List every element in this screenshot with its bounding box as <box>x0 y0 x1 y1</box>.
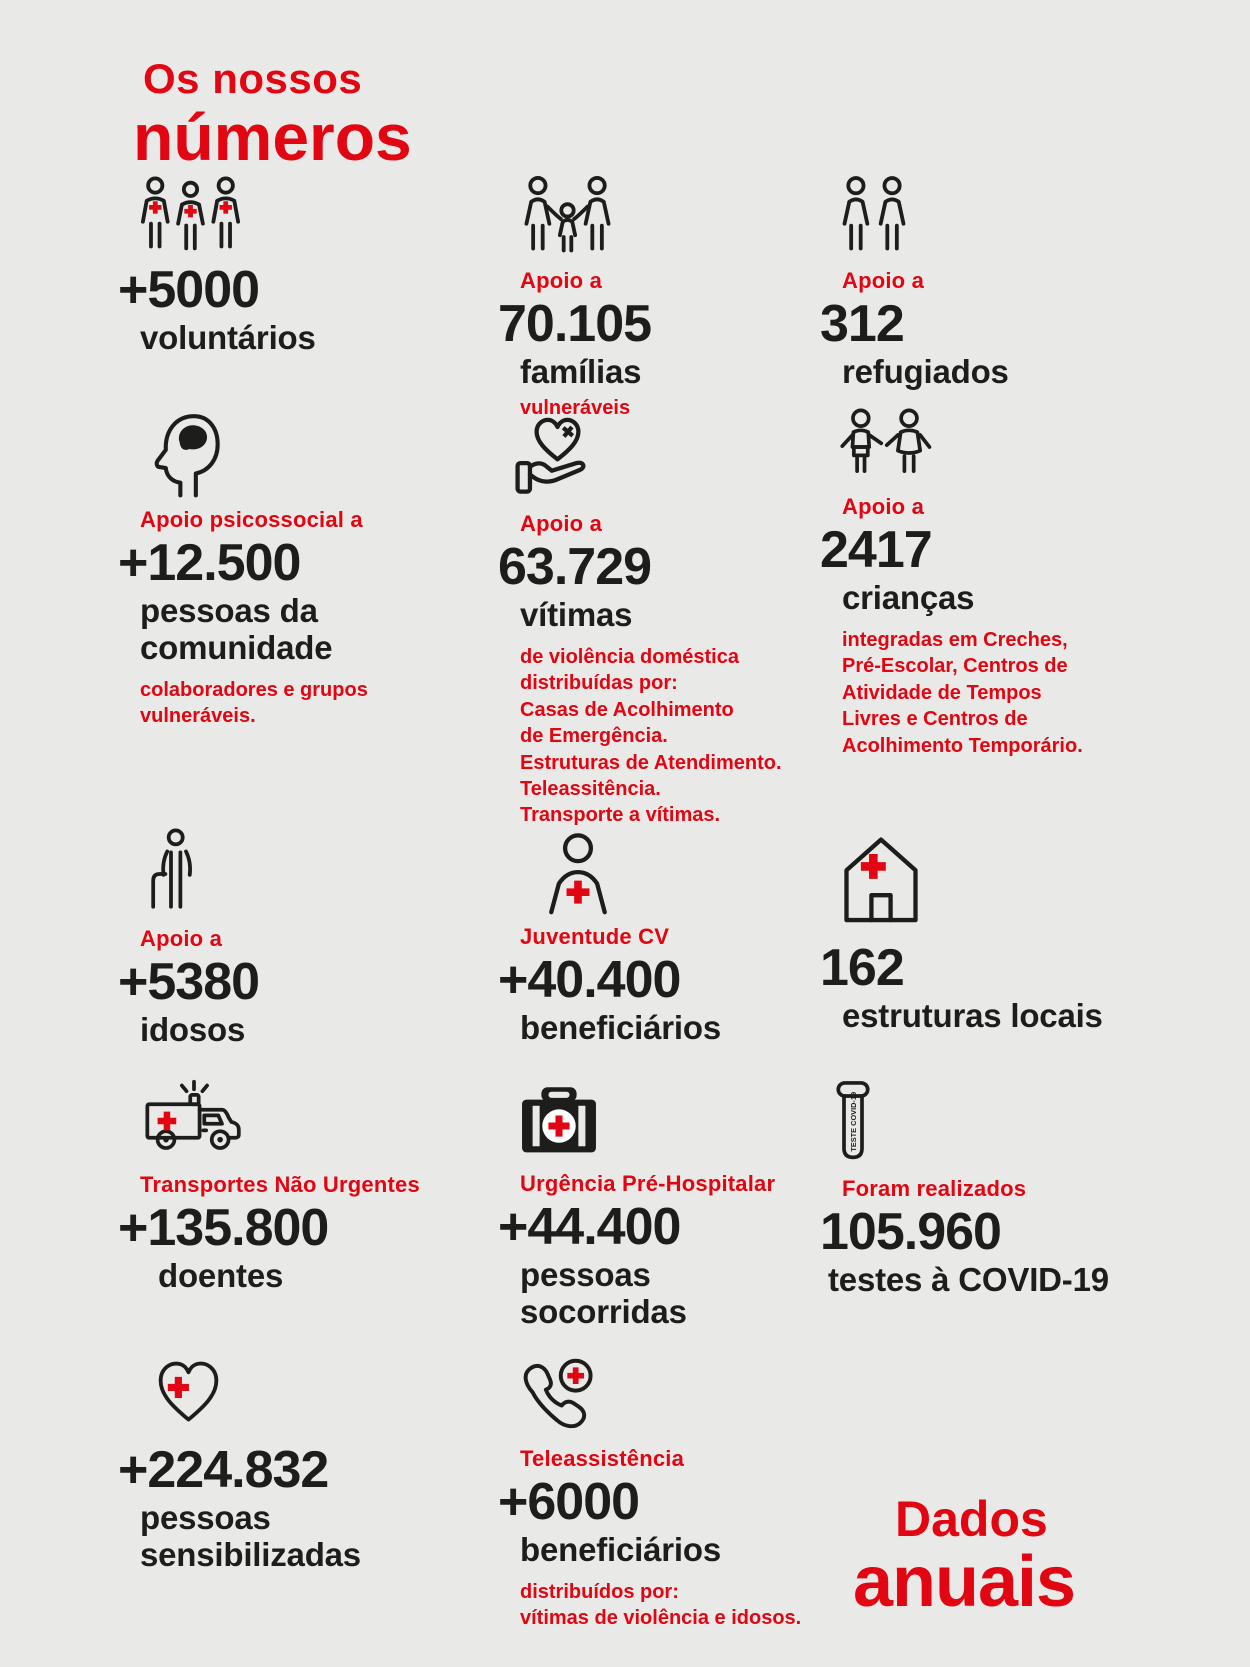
stat-pre-label: Foram realizados <box>842 1176 1027 1201</box>
stat-pre-label: Apoio a <box>520 268 603 293</box>
annual-data-caption: Dados anuais <box>853 1491 1076 1622</box>
stat-sub-label: integradas em Creches, Pré-Escolar, Cent… <box>842 628 1083 757</box>
stat-number: +6000 <box>498 1473 640 1531</box>
stat-label: testes à COVID-19 <box>828 1261 1109 1299</box>
stat-pre-label: Apoio a <box>520 511 603 536</box>
stat-transportes: Transportes Não Urgentes +135.800 doente… <box>118 1078 420 1295</box>
stat-urgencia: Urgência Pré-Hospitalar +44.400 pessoas … <box>498 1082 775 1331</box>
first-aid-kit-icon <box>515 1082 775 1163</box>
stat-number: +5380 <box>118 953 260 1011</box>
stat-teleassistencia: Teleassistência +6000 beneficiários dist… <box>498 1352 801 1632</box>
stat-sub-label: colaboradores e grupos vulneráveis. <box>140 678 368 728</box>
children-icon <box>833 408 1083 486</box>
stat-voluntarios: +5000 voluntários <box>118 176 316 357</box>
youth-cross-icon <box>532 832 721 916</box>
refugees-icon <box>835 176 1009 260</box>
stat-sub-label: de violência doméstica distribuídas por:… <box>520 645 782 827</box>
stat-label: estruturas locais <box>842 997 1103 1035</box>
stat-pre-label: Teleassistência <box>520 1446 685 1471</box>
stat-label: pessoas sensibilizadas <box>140 1499 361 1573</box>
stat-label: famílias <box>520 353 642 391</box>
ambulance-icon <box>138 1078 420 1164</box>
stat-number: 312 <box>820 295 905 353</box>
stat-label: pessoas da comunidade <box>140 592 333 666</box>
stat-psicossocial: Apoio psicossocial a +12.500 pessoas da … <box>118 408 368 730</box>
title-line1: Os nossos <box>143 55 363 102</box>
stat-label: beneficiários <box>520 1531 721 1569</box>
house-cross-icon <box>835 828 1103 924</box>
stat-pre-label: Transportes Não Urgentes <box>140 1172 420 1197</box>
stat-number: 2417 <box>820 521 933 579</box>
stat-sub-label: distribuídos por: vítimas de violência e… <box>520 1580 802 1630</box>
stat-label: voluntários <box>140 319 316 357</box>
stat-pre-label: Apoio a <box>842 268 925 293</box>
footer-line1: Dados <box>895 1491 1048 1547</box>
head-brain-icon <box>142 408 368 499</box>
stat-sub-label: vulneráveis <box>520 396 631 419</box>
stat-familias: Apoio a 70.105 famílias vulneráveis <box>498 176 652 421</box>
stat-pre-label: Apoio a <box>140 926 223 951</box>
stat-criancas: Apoio a 2417 crianças integradas em Crec… <box>820 408 1083 759</box>
family-icon <box>515 176 651 260</box>
stat-label: vítimas <box>520 596 633 634</box>
stat-number: 63.729 <box>498 538 652 596</box>
page-title: Os nossos números <box>133 55 412 174</box>
title-line2: números <box>133 100 412 174</box>
stat-idosos: Apoio a +5380 idosos <box>118 828 260 1049</box>
stat-label: doentes <box>158 1257 284 1295</box>
stat-number: +135.800 <box>118 1199 329 1257</box>
stat-number: +40.400 <box>498 951 681 1009</box>
test-tube-label: TESTE COVID-19 <box>849 1092 858 1152</box>
stat-label: idosos <box>140 1011 246 1049</box>
heart-in-hand-icon <box>510 408 782 503</box>
stat-juventude: Juventude CV +40.400 beneficiários <box>498 832 721 1047</box>
stat-number: 70.105 <box>498 295 652 353</box>
stat-pre-label: Juventude CV <box>520 924 670 949</box>
stat-number: +224.832 <box>118 1441 329 1499</box>
stat-label: pessoas socorridas <box>520 1256 687 1330</box>
stat-pre-label: Apoio a <box>842 494 925 519</box>
stat-label: beneficiários <box>520 1009 721 1047</box>
stat-sensibilizadas: +224.832 pessoas sensibilizadas <box>118 1352 361 1574</box>
test-tube-icon: TESTE COVID-19 <box>830 1078 1109 1168</box>
stat-refugiados: Apoio a 312 refugiados <box>820 176 1009 391</box>
stat-number: +5000 <box>118 261 260 319</box>
stat-testes: TESTE COVID-19 Foram realizados 105.960 … <box>820 1078 1109 1299</box>
stat-label: crianças <box>842 579 975 617</box>
stat-estruturas: 162 estruturas locais <box>820 828 1103 1035</box>
stat-number: +44.400 <box>498 1198 681 1256</box>
stat-number: 162 <box>820 939 905 997</box>
volunteers-icon <box>138 176 316 256</box>
stat-number: 105.960 <box>820 1203 1002 1261</box>
stat-label: refugiados <box>842 353 1009 391</box>
elderly-icon <box>140 828 259 918</box>
stat-pre-label: Urgência Pré-Hospitalar <box>520 1171 776 1196</box>
footer-line2: anuais <box>853 1542 1076 1622</box>
phone-cross-icon <box>515 1352 801 1438</box>
heart-cross-icon <box>146 1352 361 1428</box>
stat-pre-label: Apoio psicossocial a <box>140 507 363 532</box>
stat-number: +12.500 <box>118 534 301 592</box>
stat-vitimas: Apoio a 63.729 vítimas de violência domé… <box>498 408 782 829</box>
